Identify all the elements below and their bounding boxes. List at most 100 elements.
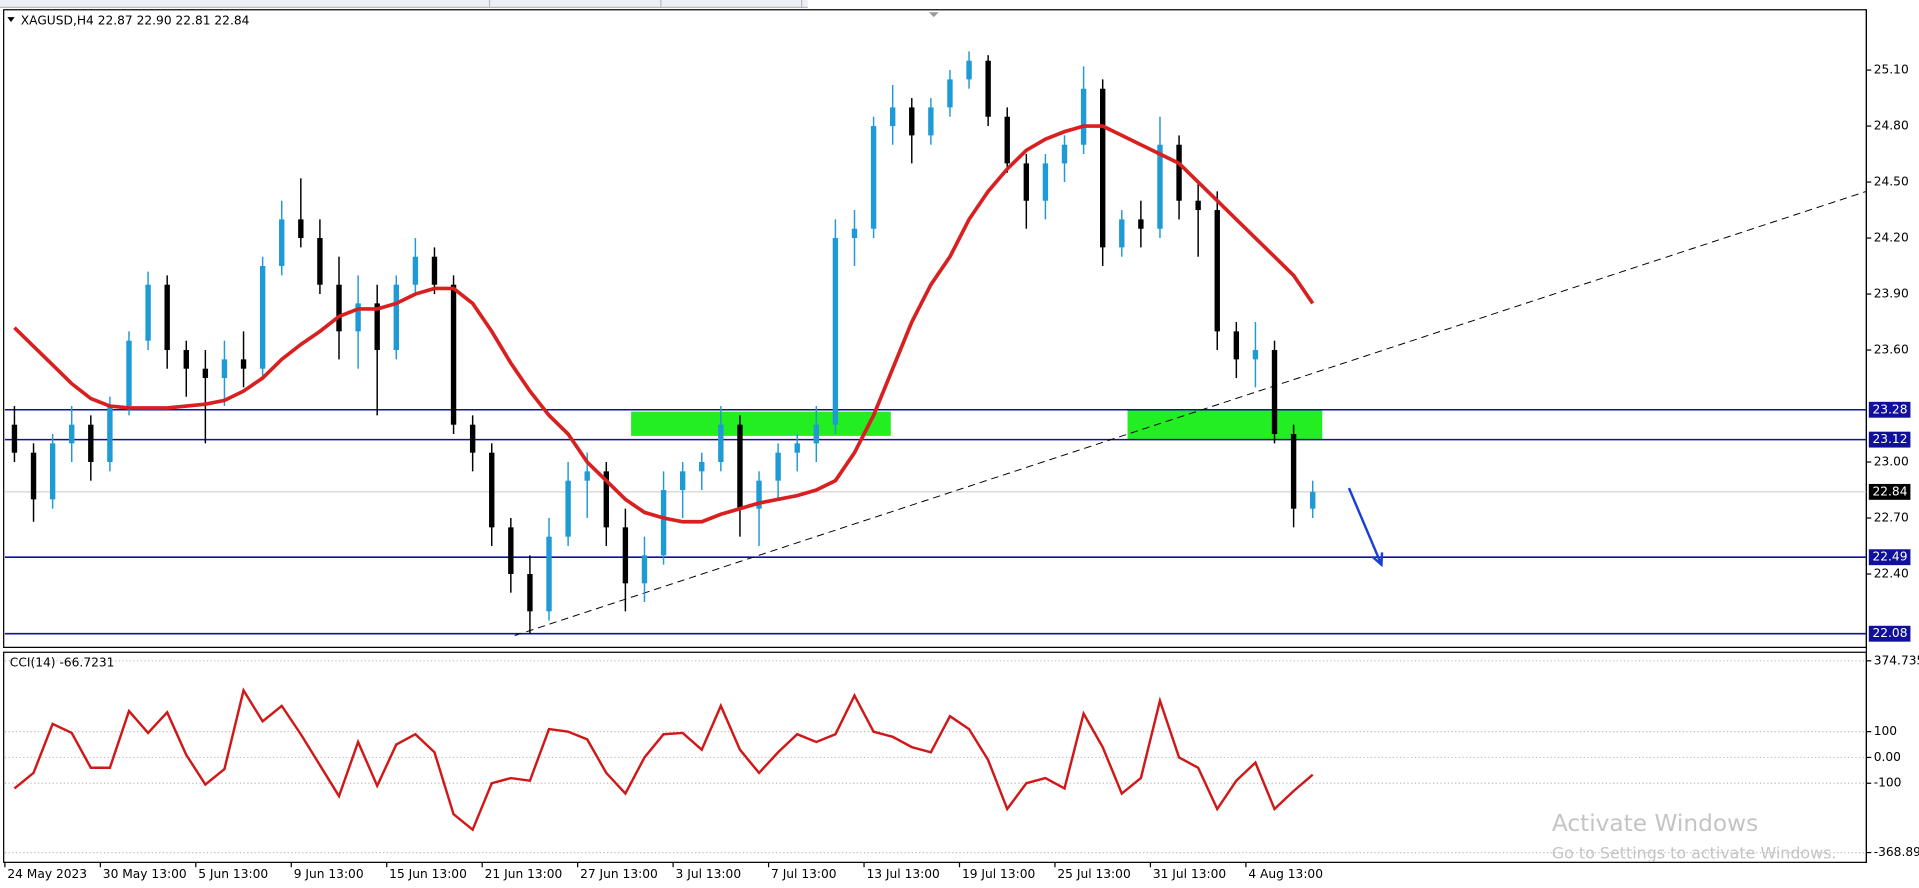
tab-strip <box>0 0 808 8</box>
candle-body <box>30 452 37 500</box>
candle-body <box>240 359 247 369</box>
y-tick-label: 23.00 <box>1874 455 1909 469</box>
zone <box>1127 409 1323 440</box>
candle-body <box>1080 88 1087 145</box>
candle-body <box>221 359 228 379</box>
x-tick-label: 7 Jul 13:00 <box>771 867 837 881</box>
candle-body <box>699 462 705 472</box>
x-tick-label: 21 Jun 13:00 <box>485 867 563 881</box>
candle-body <box>527 574 533 612</box>
candle-body <box>355 303 361 332</box>
x-tick-label: 9 Jun 13:00 <box>294 867 364 881</box>
candle-body <box>393 284 399 351</box>
candle-body <box>69 424 75 444</box>
y-tick-label: 374.735 <box>1874 653 1919 667</box>
candle-body <box>1214 210 1220 332</box>
candle-body <box>298 219 304 239</box>
candle-body <box>985 60 991 117</box>
x-tick-label: 25 Jul 13:00 <box>1057 867 1130 881</box>
candle-body <box>88 424 94 463</box>
candle-body <box>813 424 820 444</box>
candle-body <box>317 238 323 285</box>
x-tick-label: 4 Aug 13:00 <box>1248 867 1323 881</box>
level-label: 23.28 <box>1872 402 1907 416</box>
candle-body <box>164 284 170 351</box>
candle-body <box>851 228 858 239</box>
candle-body <box>145 284 151 341</box>
zone <box>631 411 891 436</box>
candle-body <box>546 536 552 612</box>
candle-body <box>412 256 419 285</box>
y-tick-label: 24.20 <box>1874 231 1909 245</box>
candle-body <box>489 452 495 528</box>
indicator-title: CCI(14) -66.7231 <box>10 656 115 670</box>
candle-body <box>870 126 877 229</box>
candle-body <box>336 284 342 332</box>
level-label: 22.49 <box>1872 550 1907 564</box>
candle-body <box>11 424 18 453</box>
candle-body <box>832 238 839 425</box>
candle-body <box>1233 331 1240 360</box>
candle-body <box>622 527 629 584</box>
candle-body <box>641 555 648 584</box>
level-label-box <box>1868 625 1911 642</box>
x-tick-label: 31 Jul 13:00 <box>1153 867 1226 881</box>
candle-body <box>1119 219 1125 248</box>
y-tick-label: -100 <box>1874 776 1902 790</box>
plot-layer: 25.10 24.80 24.50 24.20 23.90 23.60 23.00 22.70… <box>4 51 1919 881</box>
candle-body <box>775 452 781 481</box>
x-tick-label: 30 May 13:00 <box>103 867 187 881</box>
shift-marker <box>928 12 939 18</box>
candle-body <box>1157 144 1163 229</box>
level-label: 23.12 <box>1872 432 1907 446</box>
candle-body <box>928 107 934 136</box>
candle-body <box>1004 116 1010 164</box>
candle-body <box>1310 491 1316 509</box>
chart-title: XAGUSD,H4 22.87 22.90 22.81 22.84 <box>21 13 250 27</box>
candle-body <box>603 471 609 528</box>
candle-body <box>756 480 762 509</box>
candle-body <box>202 368 209 379</box>
y-tick-label: 24.80 <box>1874 119 1909 133</box>
level-label: 22.08 <box>1872 626 1907 640</box>
candle-body <box>1252 350 1259 360</box>
candle-body <box>1176 144 1182 201</box>
candle-body <box>1290 434 1297 509</box>
x-tick-label: 24 May 2023 <box>7 867 87 881</box>
candle-body <box>565 480 571 537</box>
arrow-head <box>1371 552 1384 568</box>
level-label-box <box>1868 549 1911 566</box>
x-tick-label: 15 Jun 13:00 <box>389 867 467 881</box>
x-tick-label: 13 Jul 13:00 <box>866 867 939 881</box>
level-label-box <box>1868 401 1911 418</box>
moving-average <box>13 124 1315 524</box>
y-tick-label: 22.70 <box>1874 511 1909 525</box>
candle-body <box>1271 350 1278 435</box>
price-label-box <box>1868 483 1911 500</box>
y-tick-label: 24.50 <box>1874 175 1909 189</box>
candle-body <box>1042 163 1049 201</box>
price-label: 22.84 <box>1872 484 1907 498</box>
candle-body <box>107 406 113 463</box>
arrow-shaft <box>1347 487 1383 566</box>
y-tick-label: 25.10 <box>1874 63 1909 77</box>
candle-body <box>469 424 476 453</box>
y-tick-label: 23.90 <box>1874 287 1909 301</box>
watermark-subtitle: Go to Settings to activate Windows. <box>1552 843 1837 862</box>
y-tick-label: 100 <box>1874 724 1897 738</box>
candle-body <box>1195 200 1201 211</box>
candle-body <box>374 303 380 351</box>
candle-body <box>126 340 132 407</box>
candle-body <box>737 424 743 509</box>
candle-body <box>49 443 56 500</box>
x-tick-label: 27 Jun 13:00 <box>580 867 658 881</box>
x-tick-label: 19 Jul 13:00 <box>962 867 1035 881</box>
x-tick-label: 5 Jun 13:00 <box>198 867 268 881</box>
candle-body <box>947 79 953 108</box>
candle-body <box>1099 88 1106 248</box>
candle-body <box>679 471 686 491</box>
candle-body <box>889 107 896 127</box>
y-tick-label: 22.40 <box>1874 567 1909 581</box>
y-tick-label: 0.00 <box>1874 750 1901 764</box>
